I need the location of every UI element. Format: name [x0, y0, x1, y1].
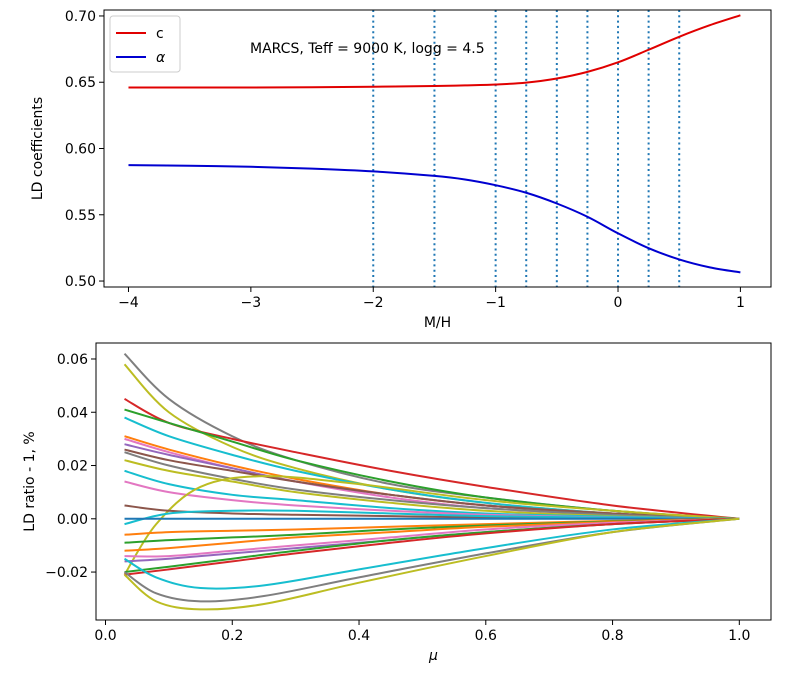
y-axis-label-bottom: LD ratio - 1, %: [22, 431, 38, 531]
vertical-reference-lines: [372, 10, 681, 287]
x-axis-ticks-bottom: 0.0 0.2 0.4 0.6 0.8 1.0: [94, 620, 750, 644]
y-tick-label: 0.70: [65, 9, 96, 25]
legend-box: [109, 15, 181, 73]
y-tick-label: 0.55: [65, 208, 96, 224]
ratio-line-10: [124, 451, 740, 520]
y-tick-label: 0.02: [57, 459, 88, 475]
chart-annotation: MARCS, Teff = 9000 K, logg = 4.5: [250, 41, 485, 57]
x-axis-ticks-top: −4 −3 −2 −1 0 1: [118, 287, 745, 311]
x-tick-label: −2: [363, 295, 384, 311]
ratio-line-27: [123, 517, 740, 611]
y-tick-label: 0.04: [57, 405, 88, 421]
x-tick-label: 1: [736, 295, 745, 311]
x-tick-label: 0: [614, 295, 623, 311]
ratio-line-16: [124, 509, 740, 526]
y-axis-ticks-bottom: −0.02 0.00 0.02 0.04 0.06: [45, 352, 96, 581]
chart-top: −4 −3 −2 −1 0 1 0.50 0.55 0.60 0.65 0.70 MARCS, T…: [30, 9, 772, 331]
legend-label-c: c: [156, 26, 164, 42]
series-line-alpha: [128, 164, 741, 274]
series-lines: [128, 14, 741, 274]
x-tick-label: 0.8: [601, 628, 623, 644]
y-tick-label: 0.65: [65, 75, 96, 91]
y-tick-label: 0.60: [65, 142, 96, 158]
ratio-line-25: [124, 517, 740, 590]
y-tick-label: 0.50: [65, 274, 96, 290]
y-tick-label: −0.02: [45, 565, 88, 581]
ratio-line-9: [124, 448, 740, 520]
chart-bottom: 0.0 0.2 0.4 0.6 0.8 1.0 −0.02 0.00 0.02 0.04 0.06…: [22, 342, 772, 664]
x-axis-label-bottom: μ: [428, 648, 438, 664]
y-tick-label: 0.00: [57, 512, 88, 528]
y-tick-label: 0.06: [57, 352, 88, 368]
x-tick-label: −1: [485, 295, 506, 311]
plot-frame-bottom: [95, 342, 772, 621]
ratio-line-21: [124, 517, 740, 558]
ratio-line-20: [124, 517, 740, 552]
x-tick-label: −3: [241, 295, 262, 311]
series-line-c: [128, 14, 741, 89]
y-axis-ticks-top: 0.50 0.55 0.60 0.65 0.70: [65, 9, 104, 290]
x-axis-label-top: M/H: [424, 315, 451, 331]
legend: c α: [109, 15, 181, 73]
x-tick-label: 0.2: [221, 628, 243, 644]
ratio-line-24: [124, 517, 740, 576]
ratio-series-lines: [123, 352, 740, 611]
x-tick-label: 0.4: [348, 628, 370, 644]
x-tick-label: 1.0: [728, 628, 750, 644]
x-tick-label: −4: [118, 295, 139, 311]
y-axis-label-top: LD coefficients: [30, 97, 46, 200]
x-tick-label: 0.6: [475, 628, 497, 644]
x-tick-label: 0.0: [94, 628, 116, 644]
ratio-line-14: [123, 475, 740, 576]
legend-label-alpha: α: [156, 50, 166, 66]
